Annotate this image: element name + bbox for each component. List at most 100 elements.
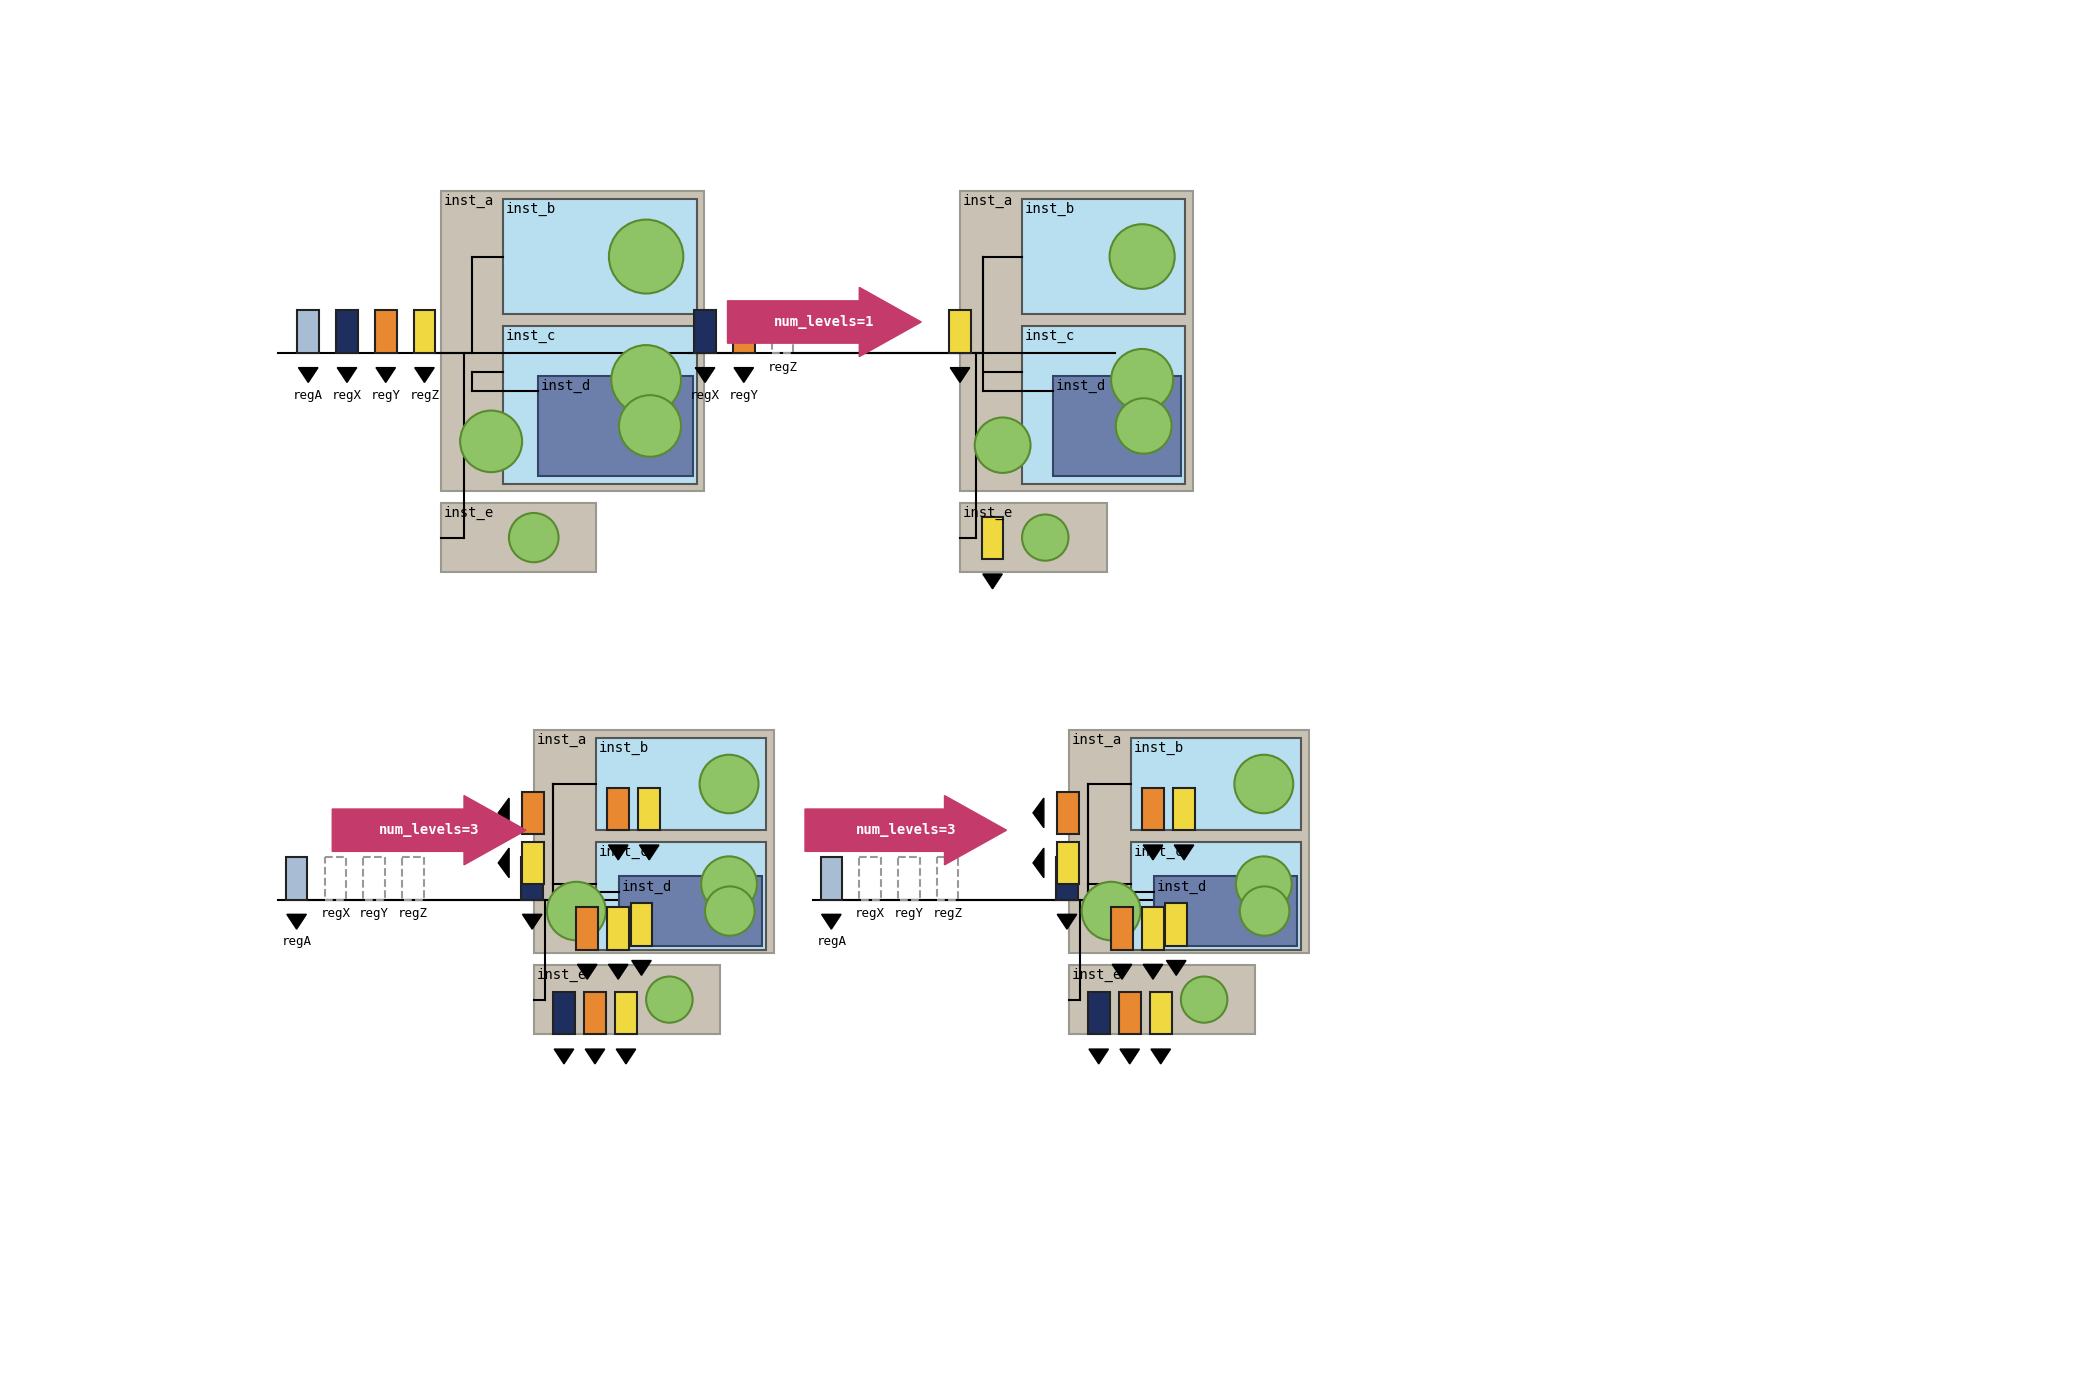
Bar	[414, 311, 435, 353]
Text: regA: regA	[817, 935, 846, 948]
Circle shape	[706, 886, 754, 935]
Circle shape	[699, 755, 758, 813]
Bar	[596, 841, 766, 949]
Polygon shape	[586, 1049, 605, 1064]
Circle shape	[1239, 886, 1289, 935]
Bar	[859, 857, 882, 900]
Polygon shape	[1056, 914, 1077, 930]
Polygon shape	[1151, 1049, 1170, 1064]
Polygon shape	[1174, 846, 1193, 860]
Text: inst_e: inst_e	[1071, 967, 1121, 983]
Bar	[1174, 788, 1195, 830]
Bar	[1153, 876, 1298, 946]
Polygon shape	[376, 368, 395, 382]
Text: num_levels=3: num_levels=3	[378, 823, 479, 837]
Text: regA: regA	[294, 389, 323, 402]
Bar	[326, 857, 346, 900]
Text: inst_a: inst_a	[1071, 734, 1121, 748]
Bar	[607, 788, 630, 830]
Text: inst_d: inst_d	[1157, 879, 1208, 893]
Text: regY: regY	[895, 907, 924, 920]
Circle shape	[508, 512, 559, 563]
Polygon shape	[804, 795, 1006, 865]
Text: regX: regX	[332, 389, 361, 402]
Circle shape	[546, 882, 605, 941]
Text: regY: regY	[359, 907, 388, 920]
Circle shape	[701, 857, 756, 911]
Text: regX: regX	[691, 389, 720, 402]
Bar	[521, 857, 544, 900]
Text: regZ: regZ	[410, 389, 439, 402]
Bar	[1056, 857, 1077, 900]
Polygon shape	[523, 914, 542, 930]
Polygon shape	[983, 574, 1002, 589]
Bar	[1069, 731, 1308, 953]
Bar	[1023, 326, 1184, 483]
Bar	[899, 857, 920, 900]
Text: inst_a: inst_a	[538, 734, 588, 748]
Polygon shape	[615, 1049, 636, 1064]
Bar	[286, 857, 307, 900]
Polygon shape	[609, 965, 628, 979]
Text: regZ: regZ	[932, 907, 962, 920]
Bar	[695, 311, 716, 353]
Bar	[1056, 792, 1079, 834]
Polygon shape	[727, 287, 922, 357]
Bar	[1052, 377, 1180, 476]
Bar	[376, 311, 397, 353]
Circle shape	[1109, 224, 1174, 288]
Bar	[523, 792, 544, 834]
Polygon shape	[1033, 848, 1044, 878]
Text: inst_b: inst_b	[598, 741, 649, 755]
Bar	[441, 190, 704, 491]
Circle shape	[1023, 515, 1069, 561]
Bar	[336, 311, 357, 353]
Text: inst_d: inst_d	[1056, 379, 1107, 393]
Bar	[502, 326, 697, 483]
Polygon shape	[298, 368, 317, 382]
Polygon shape	[949, 368, 970, 382]
Bar	[1166, 903, 1186, 946]
Text: inst_e: inst_e	[964, 505, 1014, 521]
Bar	[960, 190, 1193, 491]
Bar	[620, 876, 762, 946]
Circle shape	[647, 977, 693, 1022]
Bar	[1130, 841, 1302, 949]
Polygon shape	[1113, 965, 1132, 979]
Bar	[1056, 841, 1079, 885]
Bar	[1130, 738, 1302, 830]
Bar	[1111, 907, 1132, 949]
Polygon shape	[1142, 846, 1163, 860]
Text: inst_c: inst_c	[598, 844, 649, 860]
Bar	[615, 991, 636, 1035]
Bar	[552, 991, 575, 1035]
Circle shape	[620, 395, 680, 456]
Bar	[630, 903, 653, 946]
Text: inst_a: inst_a	[964, 195, 1014, 209]
Text: inst_c: inst_c	[506, 329, 556, 343]
Bar	[638, 788, 659, 830]
Circle shape	[611, 344, 680, 414]
Bar	[1069, 965, 1254, 1035]
Text: inst_a: inst_a	[443, 195, 493, 209]
Polygon shape	[1090, 1049, 1109, 1064]
Bar	[733, 311, 754, 353]
Text: regZ: regZ	[766, 360, 798, 374]
Text: regY: regY	[729, 389, 758, 402]
Circle shape	[1235, 755, 1294, 813]
Text: inst_c: inst_c	[1025, 329, 1075, 343]
Text: inst_e: inst_e	[538, 967, 588, 983]
Text: regA: regA	[281, 935, 311, 948]
Bar	[533, 965, 720, 1035]
Bar	[1023, 199, 1184, 314]
Bar	[1151, 991, 1172, 1035]
Circle shape	[1115, 398, 1172, 454]
Circle shape	[609, 220, 683, 294]
Bar	[584, 991, 605, 1035]
Polygon shape	[338, 368, 357, 382]
Circle shape	[1180, 977, 1226, 1022]
Bar	[821, 857, 842, 900]
Bar	[607, 907, 630, 949]
Text: inst_e: inst_e	[443, 505, 493, 521]
Polygon shape	[1119, 1049, 1140, 1064]
